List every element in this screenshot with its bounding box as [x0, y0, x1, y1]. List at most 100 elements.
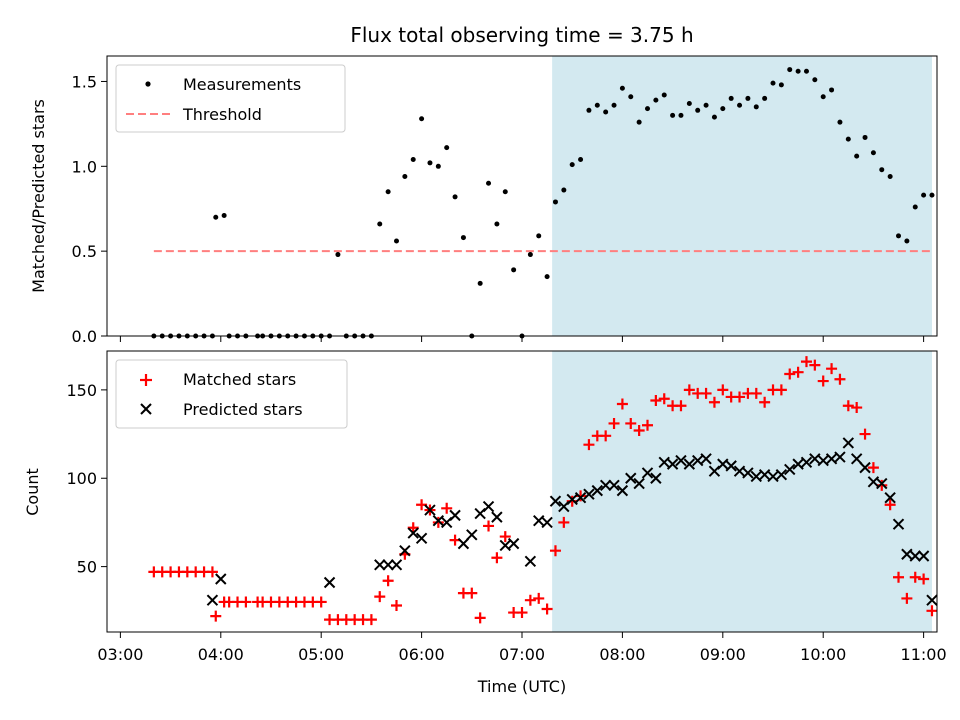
measurement-point — [762, 95, 768, 101]
matched-star-point — [474, 612, 486, 624]
measurement-point — [745, 95, 751, 101]
matched-star-point — [842, 400, 854, 412]
matched-star-point — [382, 575, 394, 587]
predicted-star-point — [926, 594, 938, 606]
legend-matched-label: Matched stars — [183, 370, 296, 389]
predicted-star-point — [390, 559, 403, 571]
measurement-point — [820, 94, 826, 100]
predicted-star-point — [725, 460, 737, 472]
measurement-point — [435, 163, 441, 169]
measurement-point — [594, 102, 600, 108]
legend-measurements-label: Measurements — [183, 75, 301, 94]
bottom-x-tick-label: 10:00 — [800, 645, 846, 664]
predicted-star-point — [825, 453, 838, 465]
matched-star-point — [483, 520, 495, 532]
predicted-star-point — [859, 461, 871, 474]
top-x-ticks — [119, 336, 925, 342]
predicted-star-point — [449, 509, 461, 522]
bottom-x-tick-label: 06:00 — [399, 645, 445, 664]
predicted-star-point — [466, 529, 478, 541]
measurement-point — [410, 157, 416, 163]
matched-star-point — [541, 603, 553, 615]
predicted-star-point — [767, 470, 779, 483]
top-observing-window — [552, 56, 932, 336]
predicted-star-point — [608, 479, 620, 492]
measurement-point — [695, 107, 701, 113]
matched-star-point — [625, 417, 637, 429]
matched-star-point — [867, 462, 879, 474]
measurement-point — [921, 192, 927, 198]
measurement-point — [778, 82, 784, 88]
measurement-point — [502, 189, 508, 195]
top-y-tick-label: 1.0 — [72, 157, 97, 176]
top-y-tick-label: 0.5 — [72, 242, 97, 261]
measurement-point — [511, 267, 517, 273]
predicted-star-point — [675, 454, 687, 467]
predicted-star-point — [566, 493, 578, 506]
matched-star-point — [441, 502, 453, 514]
bottom-y-axis-label: Count — [23, 468, 42, 516]
measurement-point — [578, 157, 584, 163]
predicted-star-point — [792, 458, 804, 470]
legend-threshold-label: Threshold — [182, 105, 262, 124]
bottom-legend-box — [115, 359, 348, 429]
measurement-point — [870, 150, 876, 156]
matched-star-point — [600, 430, 612, 442]
predicted-star-point — [867, 476, 880, 488]
measurement-point — [686, 101, 692, 107]
measurement-point — [929, 192, 935, 198]
matched-star-point — [491, 552, 503, 564]
legend-predicted-marker — [140, 403, 152, 415]
predicted-star-point — [892, 518, 905, 530]
bottom-legend: Matched stars Predicted stars — [115, 359, 348, 429]
measurement-point — [460, 235, 466, 241]
predicted-star-point — [374, 559, 386, 571]
predicted-star-point — [876, 477, 888, 490]
measurement-point — [477, 280, 483, 286]
bottom-y-tick-label: 100 — [66, 469, 97, 488]
matched-star-point — [650, 394, 662, 406]
predicted-star-point — [809, 453, 821, 465]
matched-star-point — [775, 384, 787, 396]
bottom-x-tick-label: 03:00 — [97, 645, 143, 664]
bottom-x-tick-label: 05:00 — [298, 645, 344, 664]
matched-star-point — [926, 605, 938, 617]
measurement-point — [787, 67, 793, 73]
measurement-point — [221, 213, 227, 219]
matched-star-point — [759, 396, 771, 408]
predicted-star-point — [758, 469, 771, 481]
top-y-ticks: 0.0 0.5 1.0 1.5 — [72, 72, 107, 346]
matched-star-point — [683, 384, 695, 396]
matched-star-point — [734, 391, 746, 403]
measurement-point — [444, 145, 450, 151]
predicted-star-point — [850, 453, 863, 465]
matched-star-point — [390, 599, 402, 611]
measurement-point — [803, 68, 809, 74]
measurement-point — [770, 80, 776, 86]
matched-star-point — [206, 566, 218, 578]
measurement-point — [619, 85, 625, 91]
top-legend-box — [115, 64, 346, 133]
matched-star-point — [700, 387, 712, 399]
measurement-point — [728, 95, 734, 101]
predicted-star-point — [842, 437, 855, 449]
bottom-y-tick-label: 150 — [66, 381, 97, 400]
measurement-point — [586, 107, 592, 113]
predicted-star-point — [700, 453, 712, 465]
matched-star-point — [675, 400, 687, 412]
predicted-star-point — [917, 550, 930, 562]
matched-star-point — [210, 610, 222, 622]
predicted-star-point — [499, 539, 511, 552]
matched-star-point — [374, 591, 386, 603]
predicted-star-point — [482, 500, 495, 513]
measurement-point — [678, 112, 684, 118]
matched-star-point — [901, 592, 913, 604]
predicted-star-point — [901, 548, 913, 560]
measurement-point — [670, 112, 676, 118]
measurement-point — [377, 221, 383, 227]
measurement-point — [711, 114, 717, 120]
bottom-y-ticks: 50 100 150 — [66, 381, 107, 577]
matched-star-point — [516, 607, 528, 619]
predicted-star-point — [742, 467, 754, 479]
bottom-y-tick-label: 50 — [77, 558, 97, 577]
